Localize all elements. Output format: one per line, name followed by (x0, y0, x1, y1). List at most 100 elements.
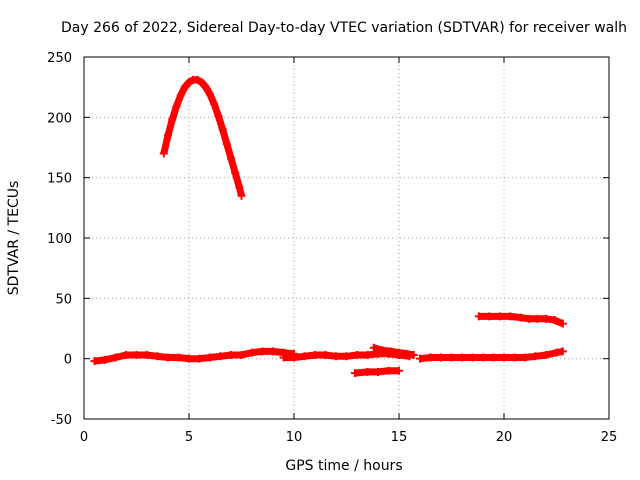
data-point (500, 353, 508, 362)
y-tick-label: 250 (47, 51, 72, 66)
data-point (172, 102, 181, 111)
data-point (378, 346, 387, 355)
data-point (227, 351, 235, 360)
x-tick-label: 0 (80, 430, 88, 445)
y-tick-label: 200 (47, 111, 72, 126)
y-tick-label: -50 (51, 413, 72, 428)
data-point (185, 354, 193, 363)
data-point (210, 100, 219, 109)
series-arc-c (369, 343, 418, 360)
data-point (237, 191, 246, 200)
data-point (237, 351, 246, 360)
series-trace (478, 312, 565, 327)
data-point (510, 353, 519, 362)
data-point (558, 319, 567, 328)
data-point (533, 314, 542, 323)
data-point (185, 78, 193, 87)
data-point (458, 353, 466, 362)
data-point (386, 347, 395, 356)
data-point (206, 353, 214, 362)
data-point (506, 312, 515, 321)
data-point (395, 348, 403, 357)
chart-title: Day 266 of 2022, Sidereal Day-to-day VTE… (61, 20, 627, 36)
data-point (485, 312, 494, 321)
data-point (216, 352, 225, 361)
data-point (369, 343, 378, 352)
data-point (409, 351, 418, 360)
data-point (159, 149, 168, 158)
data-point (542, 351, 550, 360)
data-point (426, 353, 435, 362)
series-arc-peak (159, 75, 246, 200)
x-tick-label: 10 (286, 430, 303, 445)
data-point (474, 312, 483, 321)
data-point (222, 139, 231, 148)
data-point (101, 355, 109, 364)
data-point (279, 353, 288, 362)
data-point (558, 347, 567, 356)
series-arc-a (90, 347, 298, 366)
data-point (353, 351, 361, 360)
data-point (552, 348, 561, 357)
axis-ticks: 0 5 10 15 20 25 -50 0 50 100 150 200 250 (47, 51, 617, 445)
data-point (168, 115, 177, 124)
data-point (342, 352, 351, 361)
series-arc-f (474, 312, 567, 328)
data-point (227, 154, 235, 163)
data-point (164, 131, 172, 140)
data-point (290, 353, 298, 362)
data-point (195, 354, 204, 363)
data-point (269, 347, 277, 356)
data-series (90, 75, 567, 378)
data-point (132, 351, 141, 360)
data-point (321, 351, 330, 360)
data-point (521, 353, 529, 362)
data-point (153, 352, 162, 361)
data-point (350, 369, 359, 378)
data-point (258, 347, 267, 356)
data-point (90, 357, 99, 366)
data-point (311, 351, 319, 360)
data-point (332, 352, 340, 361)
data-point (516, 313, 525, 322)
data-point (489, 353, 498, 362)
series-trace (94, 347, 295, 365)
y-tick-label: 0 (64, 353, 72, 368)
data-point (403, 349, 412, 358)
data-point (197, 78, 206, 87)
y-tick-label: 100 (47, 232, 72, 247)
data-point (180, 83, 189, 92)
data-point (374, 367, 382, 376)
data-point (416, 354, 424, 363)
data-point (122, 351, 130, 360)
data-point (235, 183, 244, 192)
data-point (214, 112, 223, 121)
data-point (363, 351, 372, 360)
data-point (300, 352, 309, 361)
data-point (525, 314, 534, 323)
x-tick-label: 15 (391, 430, 408, 445)
x-tick-label: 5 (185, 430, 193, 445)
x-tick-label: 25 (601, 430, 618, 445)
data-point (363, 367, 372, 376)
data-point (395, 366, 403, 375)
data-point (248, 348, 256, 357)
data-point (447, 353, 456, 362)
data-point (174, 353, 183, 362)
y-tick-label: 50 (55, 292, 72, 307)
y-axis-label: SDTVAR / TECUs (6, 181, 22, 296)
data-point (218, 125, 227, 134)
series-arc-e (416, 347, 567, 363)
data-point (550, 316, 559, 325)
x-axis-label: GPS time / hours (285, 458, 402, 474)
data-point (468, 353, 477, 362)
data-point (437, 353, 445, 362)
grid-lines (84, 57, 609, 419)
data-point (176, 91, 185, 100)
data-point (231, 168, 240, 177)
x-tick-label: 20 (496, 430, 513, 445)
data-point (143, 351, 151, 360)
data-point (384, 366, 393, 375)
data-point (164, 353, 172, 362)
data-point (201, 83, 210, 92)
